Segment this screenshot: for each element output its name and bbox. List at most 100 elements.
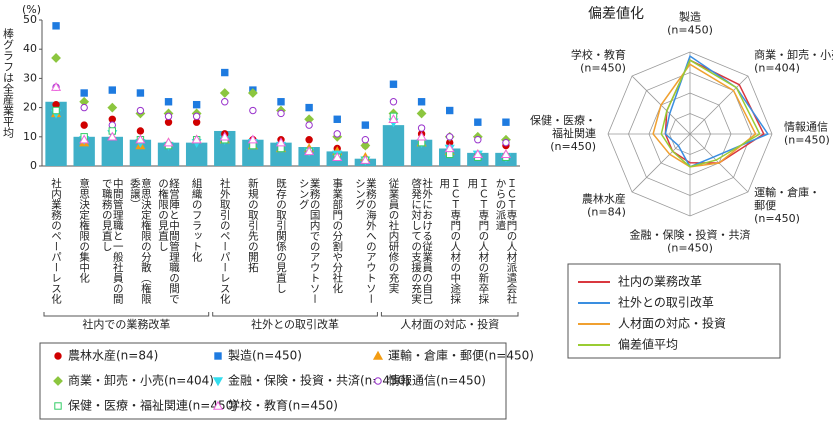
bar — [157, 142, 180, 166]
marker — [474, 118, 482, 126]
marker — [388, 114, 399, 123]
marker — [502, 138, 510, 147]
marker — [107, 102, 118, 113]
marker — [416, 131, 427, 141]
legend-label: 保健・医療・福祉関連(n=450) — [68, 398, 238, 413]
marker — [136, 89, 145, 97]
marker — [500, 149, 511, 159]
axis-label: 郵便 — [754, 199, 776, 212]
marker — [212, 400, 224, 410]
y-tick-label: 10 — [23, 130, 37, 143]
marker — [108, 86, 116, 94]
marker — [192, 100, 201, 109]
marker — [51, 53, 61, 63]
x-tick-label: 社内業務のペーパーレス化 — [50, 177, 62, 305]
legend-label: 情報通信(n=450) — [388, 374, 486, 388]
x-tick-label: 新規の取引先の開拓 — [247, 177, 259, 273]
x-tick-label: 経営陣と中間管理職の間での権限の見直し — [157, 177, 180, 304]
marker — [305, 136, 313, 144]
bar — [410, 139, 433, 166]
legend-label: 製造(n=450) — [228, 349, 302, 363]
legend-label: 農林水産(n=84) — [68, 348, 158, 363]
legend-label: 人材面の対応・投資 — [618, 316, 726, 331]
marker — [374, 377, 382, 385]
marker — [277, 98, 285, 106]
axis-label: (n=404) — [754, 61, 800, 74]
axis-label: 運輸・倉庫・ — [754, 185, 820, 199]
marker — [135, 134, 146, 144]
legend-label: 社内の業務改革 — [618, 274, 702, 289]
marker — [219, 88, 230, 98]
marker — [474, 136, 482, 144]
radar-line — [664, 59, 765, 164]
bar — [214, 130, 236, 166]
x-tick-label: 社外取引のペーパーレス化 — [219, 177, 231, 305]
marker — [417, 98, 426, 106]
marker — [416, 108, 427, 119]
axis-label: (n=450) — [667, 242, 713, 255]
marker — [361, 136, 370, 144]
axis-label: (n=450) — [754, 212, 800, 225]
axis-label: 保健・医療・ — [530, 113, 596, 127]
axis-label: 商業・卸売・小売 — [754, 47, 833, 61]
marker — [53, 376, 63, 386]
bar — [45, 101, 67, 166]
marker — [136, 127, 145, 135]
axis-label: (n=450) — [784, 134, 830, 147]
marker — [502, 118, 510, 126]
marker — [52, 22, 60, 30]
x-tick-label: 組織のフラット化 — [191, 177, 203, 263]
axis-label: 福祉関連 — [552, 126, 596, 140]
marker — [446, 106, 454, 115]
x-tick-label: ＩＣＴ専門の人材派遣会社からの派遣 — [494, 178, 517, 305]
x-tick-label: 中間管理職と一般社員の間で職務の見直し — [101, 177, 124, 305]
spoke — [689, 75, 749, 135]
marker — [333, 115, 341, 123]
x-tick-label: 既存の取引関係の見直し — [275, 178, 287, 294]
marker — [389, 98, 398, 106]
y-unit: (%) — [22, 3, 41, 16]
bar — [270, 142, 292, 166]
marker — [51, 81, 62, 91]
axis-label: 学校・教育 — [571, 47, 626, 61]
axis-label: (n=450) — [667, 24, 713, 37]
marker — [247, 134, 258, 144]
group-label: 社内での業務改革 — [82, 317, 170, 331]
marker — [305, 103, 313, 112]
bar — [242, 139, 264, 166]
legend-label: 商業・卸売・小売(n=404) — [68, 373, 214, 388]
x-tick-label: 社外における従業員の自己啓発に対しての支援の充実 — [410, 177, 433, 305]
legend-label: 偏差値平均 — [618, 337, 678, 352]
y-axis-label: 棒グラフは全産業平均 — [2, 27, 15, 139]
marker — [277, 109, 285, 118]
marker — [446, 133, 454, 141]
marker — [247, 88, 258, 98]
x-tick-label: ＩＣＴ専門の人材の中途採用 — [438, 178, 461, 305]
marker — [389, 80, 398, 88]
legend-label: 金融・保険・投資・共済(n=450) — [228, 373, 410, 388]
marker — [332, 152, 343, 161]
legend-label: 学校・教育(n=450) — [228, 398, 338, 413]
marker — [249, 106, 257, 115]
x-tick-label: 意思決定権限の集中化 — [78, 177, 90, 284]
legend-label: 運輸・倉庫・郵便(n=450) — [388, 348, 534, 363]
radar-line — [652, 63, 757, 168]
radar-legend-box — [567, 263, 781, 359]
bar — [382, 125, 405, 166]
marker — [304, 146, 315, 156]
x-tick-label: 事業部門の分割や分社化 — [331, 177, 343, 294]
legend-box — [39, 342, 507, 420]
marker — [80, 89, 88, 97]
marker — [333, 130, 341, 138]
marker — [52, 106, 60, 115]
marker — [219, 131, 230, 141]
x-tick-label: ＩＣＴ専門の人材の新卒採用 — [466, 178, 489, 305]
group-label: 人材面の対応・投資 — [400, 317, 499, 331]
marker — [54, 402, 62, 410]
marker — [54, 352, 62, 360]
bar — [129, 139, 152, 166]
bar — [73, 136, 95, 166]
marker — [275, 137, 287, 147]
